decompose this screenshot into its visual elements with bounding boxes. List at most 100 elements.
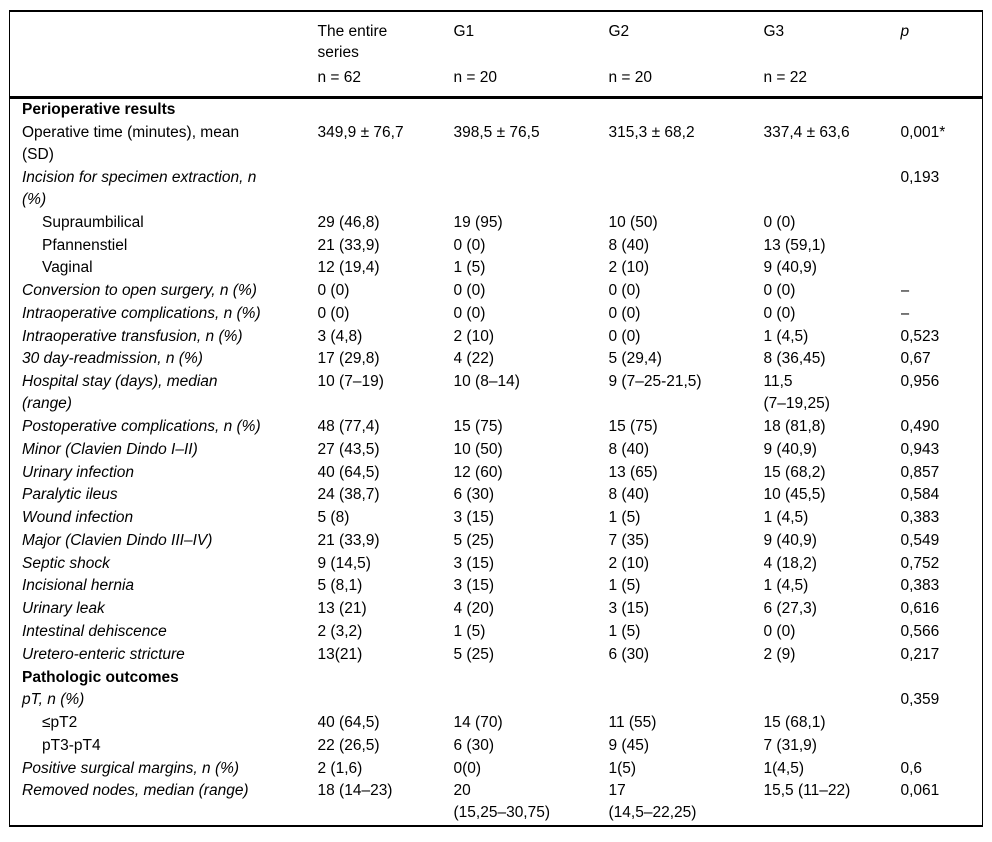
- value-cell: 5 (25): [453, 531, 495, 549]
- row-label: Vaginal: [42, 259, 93, 277]
- value-cell: 7 (31,9): [763, 736, 817, 754]
- value-cell: 0 (0): [608, 304, 641, 322]
- value-cell: 9 (40,9): [763, 531, 817, 549]
- value-cell: 0,616: [900, 600, 940, 618]
- value-cell: [318, 167, 454, 212]
- column-title-g1: G1: [453, 23, 475, 40]
- value-cell: 0,383: [900, 509, 940, 527]
- value-cell: 4 (22): [453, 350, 495, 368]
- value-cell: 9 (40,9): [763, 440, 817, 458]
- value-cell: 1(4,5): [763, 759, 805, 777]
- table-row: Paralytic ileus 24 (38,7) 6 (30) 8 (40) 10 (…: [10, 484, 983, 507]
- row-label: Operative time (minutes), mean (SD): [22, 124, 240, 164]
- column-n-g1: n = 20: [453, 69, 498, 86]
- row-label: Intraoperative complications, n (%): [22, 304, 261, 322]
- value-cell: 2 (10): [453, 327, 495, 345]
- value-cell: 40 (64,5): [317, 714, 380, 732]
- value-cell: 2 (3,2): [317, 623, 363, 641]
- value-cell: 0 (0): [453, 236, 486, 254]
- value-cell: –: [900, 282, 910, 300]
- row-label: Wound infection: [22, 509, 134, 527]
- value-cell: 0,752: [900, 554, 940, 572]
- value-cell: 17 (29,8): [317, 350, 380, 368]
- value-cell: 0,549: [900, 531, 940, 549]
- table-row: Perioperative results: [10, 98, 983, 122]
- value-cell: 0,6: [900, 759, 923, 777]
- table-row: pT, n (%) 0,359: [10, 689, 983, 712]
- value-cell: 8 (40): [608, 486, 650, 504]
- value-cell: 4 (18,2): [763, 554, 817, 572]
- value-cell: 13 (65): [608, 463, 658, 481]
- row-label: Major (Clavien Dindo III–IV): [22, 531, 213, 549]
- value-cell: 6 (27,3): [763, 600, 817, 618]
- value-cell: 3 (4,8): [317, 327, 363, 345]
- row-label: ≤pT2: [42, 714, 78, 732]
- row-label: Intraoperative transfusion, n (%): [22, 327, 243, 345]
- value-cell: 0(0): [453, 759, 482, 777]
- value-cell: 15 (75): [453, 417, 503, 435]
- value-cell: 11,5 (7–19,25): [763, 373, 830, 413]
- value-cell: 5 (25): [453, 645, 495, 663]
- table-row: Intraoperative transfusion, n (%) 3 (4,8)…: [10, 325, 983, 348]
- row-label: pT3-pT4: [42, 736, 101, 754]
- value-cell: [901, 735, 983, 758]
- value-cell: [318, 98, 454, 122]
- value-cell: 1(5): [608, 759, 637, 777]
- row-label: Perioperative results: [22, 101, 176, 119]
- value-cell: 2 (10): [608, 259, 650, 277]
- column-n-g2: n = 20: [608, 69, 653, 86]
- row-label: Conversion to open surgery, n (%): [22, 282, 257, 300]
- value-cell: 1 (5): [608, 509, 641, 527]
- row-label: Removed nodes, median (range): [22, 782, 249, 800]
- table-row: Incision for specimen extraction, n (%) 0…: [10, 167, 983, 212]
- row-label: Pfannenstiel: [42, 236, 128, 254]
- column-title-entire-series: The entire series: [317, 23, 388, 61]
- value-cell: 21 (33,9): [317, 531, 380, 549]
- value-cell: 0,193: [900, 168, 940, 186]
- value-cell: 8 (40): [608, 440, 650, 458]
- table-row: Septic shock 9 (14,5) 3 (15) 2 (10) 4 (18,2)…: [10, 552, 983, 575]
- row-label: Supraumbilical: [42, 213, 144, 231]
- table-row: Major (Clavien Dindo III–IV) 21 (33,9) 5 (…: [10, 530, 983, 553]
- value-cell: [454, 666, 609, 689]
- column-n-g3: n = 22: [763, 69, 808, 86]
- value-cell: 0 (0): [317, 304, 350, 322]
- table-row: Urinary infection 40 (64,5) 12 (60) 13 (65)…: [10, 461, 983, 484]
- value-cell: 1 (4,5): [763, 509, 809, 527]
- value-cell: 5 (8): [317, 509, 350, 527]
- row-label: Incisional hernia: [22, 577, 135, 595]
- value-cell: 6 (30): [608, 645, 650, 663]
- row-label: Postoperative complications, n (%): [22, 417, 261, 435]
- value-cell: 0,943: [900, 440, 940, 458]
- value-cell: 11 (55): [608, 714, 657, 732]
- value-cell: [609, 666, 764, 689]
- value-cell: 5 (29,4): [608, 350, 662, 368]
- table-row: Pfannenstiel 21 (33,9) 0 (0) 8 (40) 13 (59,1…: [10, 234, 983, 257]
- value-cell: 18 (14–23): [317, 782, 393, 800]
- table-row: Intraoperative complications, n (%) 0 (0)…: [10, 302, 983, 325]
- table-header: The entire series n = 62 G1 n = 20 G2 n …: [9, 11, 983, 99]
- value-cell: 48 (77,4): [317, 417, 380, 435]
- value-cell: 1 (5): [453, 623, 486, 641]
- value-cell: 6 (30): [453, 486, 495, 504]
- value-cell: 0,566: [900, 623, 940, 641]
- value-cell: 0 (0): [763, 304, 796, 322]
- value-cell: 1 (5): [608, 623, 641, 641]
- header-entire-series: The entire series n = 62: [317, 11, 454, 99]
- value-cell: 12 (19,4): [317, 259, 380, 277]
- results-table: The entire series n = 62 G1 n = 20 G2 n …: [9, 10, 983, 827]
- value-cell: [454, 98, 609, 122]
- value-cell: 2 (1,6): [317, 759, 363, 777]
- value-cell: 0 (0): [763, 213, 796, 231]
- value-cell: 2 (10): [608, 554, 650, 572]
- column-title-g3: G3: [763, 23, 785, 40]
- value-cell: 315,3 ± 68,2: [608, 124, 695, 142]
- value-cell: 0,857: [900, 463, 940, 481]
- value-cell: 7 (35): [608, 531, 650, 549]
- value-cell: [609, 167, 764, 212]
- value-cell: [764, 98, 901, 122]
- value-cell: –: [900, 304, 910, 322]
- value-cell: 40 (64,5): [317, 463, 380, 481]
- value-cell: 22 (26,5): [317, 736, 380, 754]
